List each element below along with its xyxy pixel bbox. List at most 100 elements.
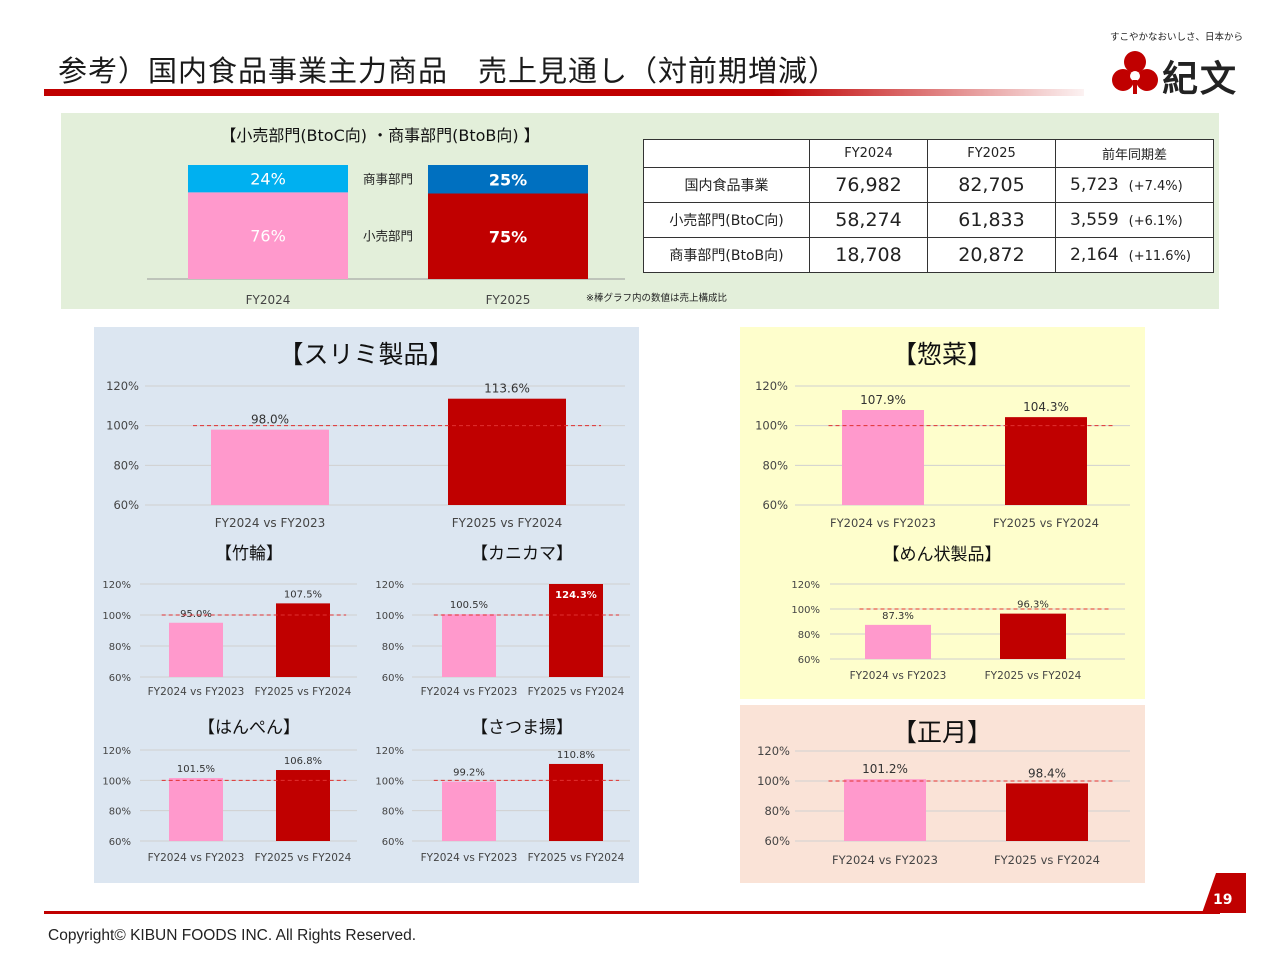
- men-ytick-label: 60%: [798, 655, 820, 666]
- cell-fy2024: 18,708: [809, 237, 928, 273]
- sozai-data-label: 104.3%: [1023, 400, 1069, 414]
- men-category-label: FY2024 vs FY2023: [850, 670, 947, 682]
- satsumaage-category-label: FY2025 vs FY2024: [528, 852, 625, 864]
- surimi-ytick-label: 120%: [106, 379, 139, 393]
- composition-category-label: FY2024: [246, 293, 291, 307]
- kanikama-category-label: FY2025 vs FY2024: [528, 686, 625, 698]
- diff-value: 3,559: [1070, 210, 1119, 230]
- brand-tagline: すこやかなおいしさ、日本から: [1110, 32, 1244, 43]
- sales-summary-table: FY2024 FY2025 前年同期差 国内食品事業 76,982 82,705…: [643, 139, 1214, 273]
- cell-fy2024: 76,982: [809, 167, 928, 203]
- composition-bar-segment: [188, 192, 348, 279]
- sozai-bar: [842, 409, 924, 505]
- shogatsu-bar: [844, 779, 926, 841]
- shogatsu-ytick-label: 100%: [757, 774, 790, 788]
- satsumaage-ytick-label: 80%: [382, 807, 404, 818]
- chikuwa-bar: [276, 603, 330, 677]
- surimi-bar: [448, 398, 566, 505]
- surimi-ytick-label: 100%: [106, 419, 139, 433]
- composition-segment-label: 76%: [250, 227, 286, 246]
- table-header-diff: 前年同期差: [1055, 139, 1214, 168]
- composition-bar-segment: [188, 165, 348, 193]
- kanikama-data-label: 124.3%: [555, 590, 597, 601]
- chikuwa-ytick-label: 100%: [102, 611, 131, 622]
- cell-diff: 2,164 (+11.6%): [1055, 237, 1214, 273]
- composition-series-label: 小売部門: [363, 229, 413, 244]
- satsumaage-ytick-label: 100%: [375, 776, 404, 787]
- table-header-fy2024: FY2024: [809, 139, 928, 168]
- composition-series-label: 商事部門: [363, 172, 413, 187]
- sozai-panel: [740, 327, 1145, 699]
- chikuwa-data-label: 107.5%: [284, 589, 322, 600]
- sozai-chart-title: 【惣菜】: [892, 340, 992, 369]
- hanpen-bar: [276, 770, 330, 841]
- kanikama-bar: [549, 584, 603, 677]
- hanpen-data-label: 101.5%: [177, 764, 215, 775]
- shogatsu-category-label: FY2024 vs FY2023: [832, 853, 938, 867]
- surimi-bar: [211, 429, 329, 505]
- diff-value: 5,723: [1070, 175, 1119, 195]
- men-data-label: 87.3%: [882, 611, 914, 622]
- kanikama-ytick-label: 100%: [375, 611, 404, 622]
- hanpen-ytick-label: 80%: [109, 807, 131, 818]
- satsumaage-bar: [549, 763, 603, 841]
- sozai-ytick-label: 100%: [755, 419, 788, 433]
- composition-category-label: FY2025: [486, 293, 531, 307]
- chikuwa-category-label: FY2025 vs FY2024: [255, 686, 352, 698]
- chikuwa-ytick-label: 60%: [109, 673, 131, 684]
- satsumaage-ytick-label: 120%: [375, 746, 404, 757]
- satsumaage-category-label: FY2024 vs FY2023: [421, 852, 518, 864]
- composition-bar-segment: [428, 193, 588, 279]
- table-header-row: FY2024 FY2025 前年同期差: [643, 139, 1214, 168]
- composition-segment-label: 75%: [489, 227, 527, 246]
- surimi-chart-title: 【スリミ製品】: [278, 340, 453, 369]
- hanpen-category-label: FY2025 vs FY2024: [255, 852, 352, 864]
- chikuwa-bar: [169, 622, 223, 677]
- diff-percent: (+11.6%): [1128, 249, 1192, 264]
- chikuwa-data-label: 95.0%: [180, 609, 212, 620]
- cell-fy2025: 82,705: [927, 167, 1056, 203]
- composition-segment-label: 25%: [489, 170, 527, 189]
- page-number: 19: [1213, 892, 1233, 908]
- hanpen-data-label: 106.8%: [284, 756, 322, 767]
- hanpen-category-label: FY2024 vs FY2023: [148, 852, 245, 864]
- shogatsu-data-label: 98.4%: [1028, 766, 1066, 780]
- cell-diff: 3,559 (+6.1%): [1055, 202, 1214, 238]
- table-header-fy2025: FY2025: [927, 139, 1056, 168]
- men-category-label: FY2025 vs FY2024: [985, 670, 1082, 682]
- copyright-text: Copyright© KIBUN FOODS INC. All Rights R…: [48, 927, 417, 944]
- table-row: 国内食品事業 76,982 82,705 5,723 (+7.4%): [643, 167, 1214, 203]
- sozai-ytick-label: 120%: [755, 379, 788, 393]
- men-bar: [865, 624, 931, 659]
- composition-note: ※棒グラフ内の数値は売上構成比: [586, 292, 727, 304]
- surimi-data-label: 113.6%: [484, 382, 530, 396]
- composition-bar-segment: [428, 165, 588, 194]
- men-ytick-label: 120%: [791, 580, 820, 591]
- cell-fy2025: 20,872: [927, 237, 1056, 273]
- men-ytick-label: 80%: [798, 630, 820, 641]
- shogatsu-data-label: 101.2%: [862, 762, 908, 776]
- footer-rule: [44, 911, 1220, 914]
- sozai-ytick-label: 60%: [762, 498, 788, 512]
- kanikama-ytick-label: 60%: [382, 673, 404, 684]
- kanikama-bar: [442, 614, 496, 677]
- satsumaage-bar: [442, 781, 496, 841]
- kanikama-data-label: 100.5%: [450, 600, 488, 611]
- sozai-data-label: 107.9%: [860, 393, 906, 407]
- composition-chart-title: 【小売部門(BtoC向) ・商事部門(BtoB向) 】: [220, 126, 539, 145]
- men-ytick-label: 100%: [791, 605, 820, 616]
- surimi-ytick-label: 60%: [113, 498, 139, 512]
- title-underline: [44, 89, 1084, 96]
- sozai-bar: [1005, 417, 1087, 505]
- table-header-corner: [643, 139, 810, 168]
- chikuwa-chart-title: 【竹輪】: [215, 544, 283, 564]
- shogatsu-ytick-label: 120%: [757, 744, 790, 758]
- kibun-flower-icon: [1112, 51, 1158, 94]
- brand-name: 紀文: [1162, 58, 1239, 100]
- surimi-category-label: FY2025 vs FY2024: [452, 516, 563, 530]
- satsumaage-ytick-label: 60%: [382, 837, 404, 848]
- hanpen-bar: [169, 778, 223, 841]
- shogatsu-ytick-label: 80%: [764, 804, 790, 818]
- diff-percent: (+7.4%): [1128, 179, 1183, 194]
- men-chart-title: 【めん状製品】: [883, 545, 1002, 565]
